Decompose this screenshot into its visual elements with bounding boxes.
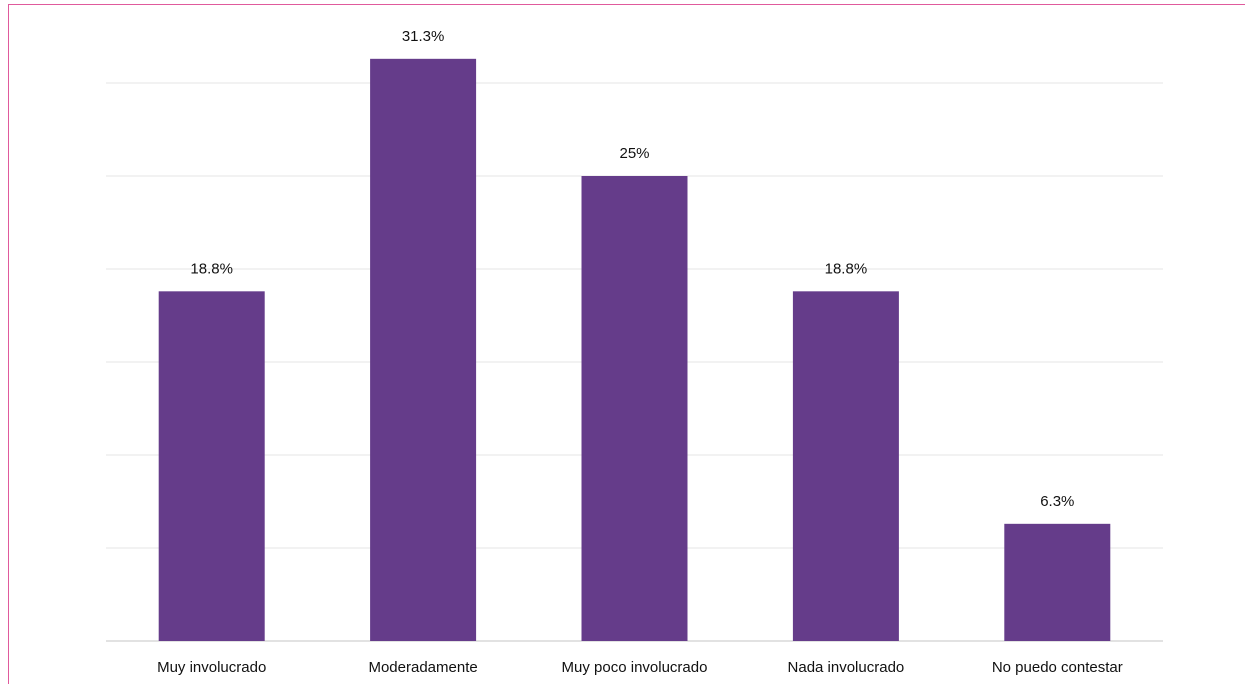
bar xyxy=(158,291,265,641)
bar xyxy=(581,176,688,641)
value-label: 18.8% xyxy=(190,260,233,277)
bar xyxy=(792,291,899,641)
frame-left-border xyxy=(8,4,9,684)
value-label: 25% xyxy=(619,145,649,162)
category-label: Nada involucrado xyxy=(788,659,905,676)
category-label: Muy poco involucrado xyxy=(562,659,708,676)
bar xyxy=(370,58,477,641)
value-label: 6.3% xyxy=(1040,493,1074,510)
category-labels: Muy involucrado Moderadamente Muy poco inv… xyxy=(157,659,1123,676)
category-label: Moderadamente xyxy=(368,659,477,676)
value-label: 18.8% xyxy=(825,260,868,277)
category-label: No puedo contestar xyxy=(992,659,1123,676)
bar xyxy=(1004,523,1111,641)
bars xyxy=(158,58,1111,641)
frame-top-border xyxy=(8,4,1245,5)
value-label: 31.3% xyxy=(402,28,445,45)
value-labels: 18.8% 31.3% 25% 18.8% 6.3% xyxy=(190,28,1074,510)
category-label: Muy involucrado xyxy=(157,659,266,676)
